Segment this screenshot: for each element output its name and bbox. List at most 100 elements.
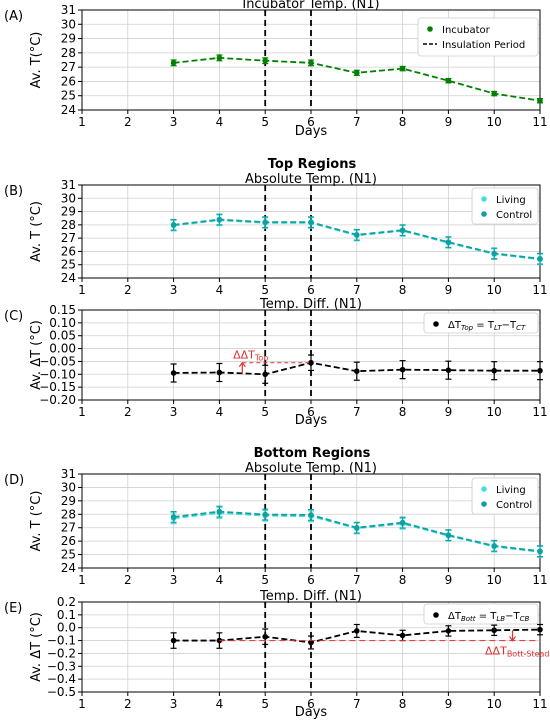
x-tick-label: 8 (399, 697, 407, 711)
data-point (354, 524, 360, 531)
x-tick-label: 1 (78, 115, 86, 129)
legend-box (471, 187, 539, 225)
y-tick-label: 27 (61, 521, 76, 535)
x-tick-label: 1 (78, 573, 86, 587)
x-tick-label: 5 (261, 573, 269, 587)
chart-panel-3: 1 2 3 4 5 6 7 8 9 10 11 −0.20−0.15−0.10−0.050.000.0… (4, 297, 548, 428)
section-title-top: Top Regions (268, 157, 357, 172)
x-tick-label: 4 (216, 697, 224, 711)
y-tick-label: 26 (61, 244, 76, 258)
x-axis-label: Days (295, 124, 328, 139)
y-tick-label: 0.10 (49, 316, 76, 330)
x-tick-label: 7 (353, 283, 361, 297)
y-tick-label: 28 (61, 507, 76, 521)
y-tick-label: 0.2 (57, 595, 76, 609)
y-tick-label: 30 (61, 480, 76, 494)
data-point (445, 628, 452, 634)
x-tick-label: 11 (532, 115, 547, 129)
data-point (445, 239, 452, 245)
y-tick-label: 31 (61, 467, 76, 481)
y-tick-label: 26 (61, 74, 76, 88)
x-tick-label: 11 (532, 283, 547, 297)
x-tick-label: 1 (78, 697, 86, 711)
chart-panel-5: 1 2 3 4 5 6 7 8 9 10 11 −0.5−0.4−0.3−0.2−0.10.00.10… (4, 589, 550, 720)
annotation-label: ΔΔTTop (233, 349, 268, 363)
data-point (308, 639, 314, 646)
x-tick-label: 7 (353, 573, 361, 587)
x-tick-label: 6 (307, 283, 315, 297)
y-tick-label: −0.15 (39, 380, 76, 394)
legend-marker (481, 196, 487, 202)
x-axis-label: Days (295, 413, 328, 428)
data-point (537, 255, 543, 262)
data-point (170, 60, 177, 66)
data-point (399, 519, 406, 526)
data-point (170, 222, 177, 228)
x-tick-label: 2 (124, 115, 132, 129)
x-tick-label: 8 (399, 115, 407, 129)
y-tick-label: 0.1 (57, 608, 76, 622)
x-tick-label: 3 (170, 115, 178, 129)
y-tick-label: −0.2 (47, 646, 76, 660)
data-point (262, 633, 269, 640)
legend-label: Insulation Period (442, 40, 525, 51)
data-point (170, 514, 177, 520)
x-tick-label: 4 (216, 115, 224, 129)
y-axis-label: Av. ΔT (°C) (29, 320, 44, 390)
x-tick-label: 1 (78, 405, 86, 419)
y-axis-label: Av. T(°C) (29, 32, 44, 89)
y-tick-label: 0.00 (49, 342, 76, 356)
legend: ΔTBott = TLB−TCB (423, 603, 539, 625)
x-tick-label: 11 (532, 697, 547, 711)
x-axis-label: Days (295, 705, 328, 720)
y-tick-label: 24 (61, 103, 76, 117)
data-point (216, 369, 223, 376)
x-tick-label: 4 (216, 283, 224, 297)
y-tick-label: 29 (61, 205, 76, 219)
data-point (537, 626, 543, 633)
y-tick-label: −0.1 (47, 634, 76, 648)
legend-box (471, 477, 539, 515)
legend-label: Incubator (442, 25, 491, 36)
y-axis-label: Av. T (°C) (29, 491, 44, 552)
legend-label: Control (496, 500, 532, 511)
legend-label: Living (496, 195, 526, 206)
legend-label: Living (496, 485, 526, 496)
data-point (491, 627, 498, 634)
x-tick-label: 7 (353, 115, 361, 129)
chart-title: Absolute Temp. (N1) (245, 172, 377, 187)
y-tick-label: 30 (61, 17, 76, 31)
data-point (445, 367, 452, 373)
data-point (399, 632, 406, 639)
data-point (308, 512, 314, 518)
panel-label: (C) (4, 309, 23, 324)
legend-label: Control (496, 210, 532, 221)
x-tick-label: 3 (170, 573, 178, 587)
data-point (308, 219, 314, 225)
series-1 (170, 54, 543, 104)
x-tick-label: 4 (216, 405, 224, 419)
x-tick-label: 6 (307, 697, 315, 711)
series-1 (170, 354, 543, 384)
y-tick-label: −0.5 (47, 685, 76, 699)
data-point (445, 77, 452, 84)
x-tick-label: 3 (170, 405, 178, 419)
x-tick-label: 2 (124, 405, 132, 419)
x-tick-label: 8 (399, 573, 407, 587)
legend-box (423, 603, 539, 625)
data-point (399, 227, 406, 233)
y-tick-label: 25 (61, 548, 76, 562)
y-tick-label: 24 (61, 561, 76, 575)
y-tick-label: 29 (61, 494, 76, 508)
x-tick-label: 2 (124, 573, 132, 587)
legend-box (423, 312, 539, 334)
data-point (354, 70, 360, 76)
chart-title: Temp. Diff. (N1) (259, 589, 362, 604)
x-tick-label: 5 (261, 283, 269, 297)
legend-marker (427, 26, 433, 32)
data-point (354, 628, 360, 634)
x-tick-label: 9 (445, 573, 453, 587)
data-point (399, 366, 406, 373)
y-axis-label: Av. T (°C) (29, 201, 44, 262)
